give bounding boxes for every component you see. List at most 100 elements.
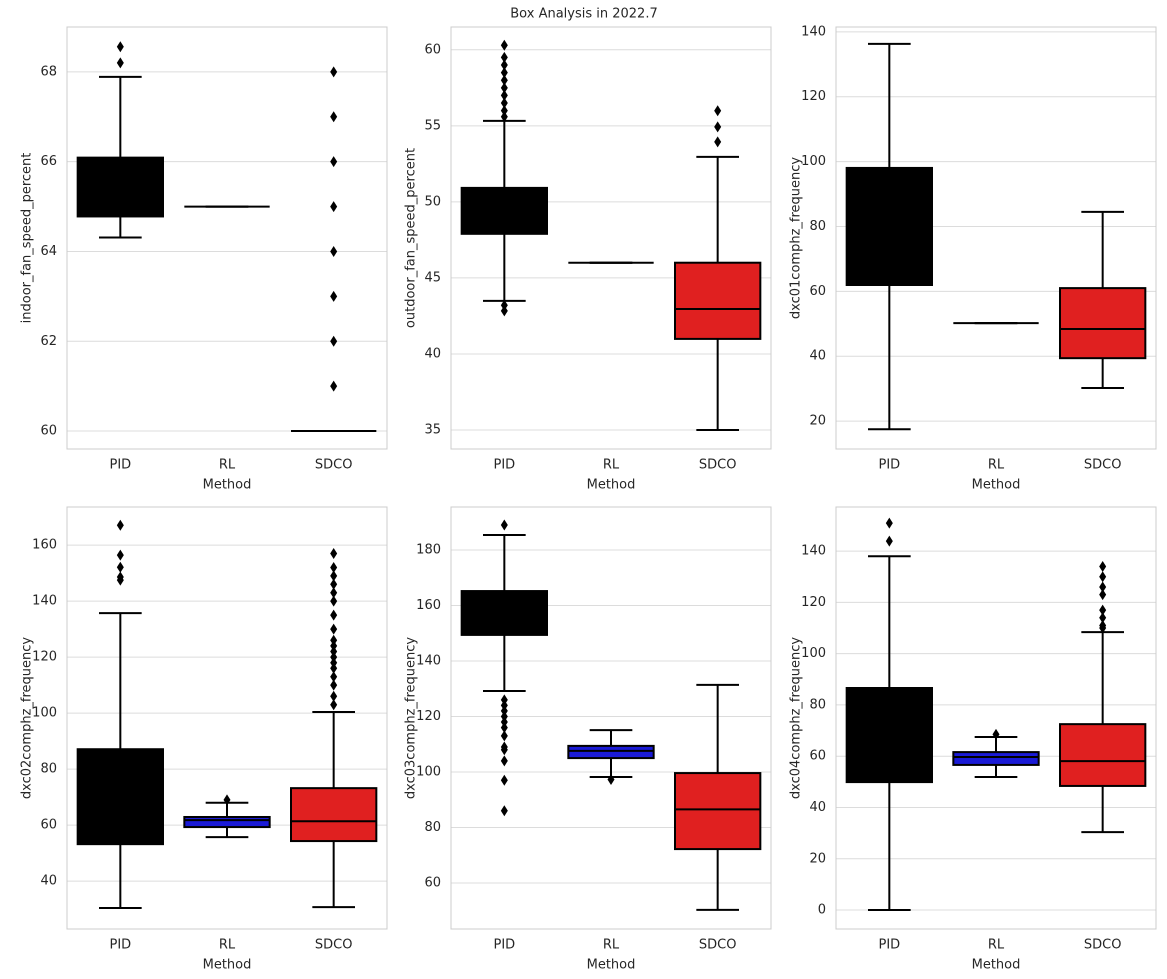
y-tick-label: 60 — [40, 818, 57, 833]
outlier — [714, 121, 722, 133]
y-tick-label: 120 — [801, 89, 826, 104]
outlier — [116, 57, 124, 69]
outlier — [500, 705, 508, 717]
outlier — [992, 728, 1000, 740]
outlier — [330, 671, 338, 683]
y-tick-label: 140 — [416, 653, 441, 668]
outlier — [885, 535, 893, 547]
subplot: 40 60 80 100 120 140 160 dxc02comphz_frequency M… — [20, 506, 388, 973]
box — [1059, 723, 1147, 787]
outlier — [500, 51, 508, 63]
outlier — [1099, 581, 1107, 593]
outlier — [116, 571, 124, 583]
x-axis-label: Method — [203, 478, 252, 493]
outlier — [500, 722, 508, 734]
outlier — [500, 694, 508, 706]
box — [290, 787, 378, 843]
y-tick-label: 80 — [424, 820, 441, 835]
x-tick-label: SDCO — [315, 458, 353, 473]
x-tick-label: PID — [878, 938, 900, 953]
y-tick-label: 60 — [809, 284, 826, 299]
outlier — [500, 519, 508, 531]
outlier — [330, 609, 338, 621]
y-tick-label: 68 — [40, 64, 57, 79]
outlier — [500, 744, 508, 756]
y-tick-label: 120 — [416, 709, 441, 724]
outlier — [500, 755, 508, 767]
x-axis-label: Method — [203, 958, 252, 973]
y-tick-label: 60 — [424, 875, 441, 890]
outlier — [330, 570, 338, 582]
outlier — [1099, 560, 1107, 572]
outlier — [330, 335, 338, 347]
outlier — [330, 662, 338, 674]
outlier — [330, 201, 338, 213]
y-tick-label: 40 — [40, 874, 57, 889]
outlier — [330, 679, 338, 691]
y-tick-label: 160 — [416, 598, 441, 613]
x-axis-label: Method — [972, 958, 1021, 973]
x-tick-label: PID — [878, 458, 900, 473]
y-tick-label: 100 — [801, 646, 826, 661]
outlier — [330, 547, 338, 559]
y-tick-label: 20 — [809, 851, 826, 866]
y-axis-label: dxc04comphz_frequency — [789, 637, 804, 799]
y-tick-label: 140 — [801, 544, 826, 559]
outlier — [330, 657, 338, 669]
x-axis-label: Method — [587, 958, 636, 973]
x-axis-label: Method — [972, 478, 1021, 493]
y-tick-label: 55 — [424, 118, 441, 133]
box — [1059, 287, 1147, 360]
x-tick-label: SDCO — [699, 458, 737, 473]
outlier — [500, 74, 508, 86]
figure-title: Box Analysis in 2022.7 — [510, 7, 657, 22]
outlier — [330, 651, 338, 663]
subplot: 35 40 45 50 55 60 outdoor_fan_speed_percent Met… — [404, 26, 772, 493]
x-tick-label: RL — [603, 458, 620, 473]
outlier — [500, 699, 508, 711]
y-tick-label: 60 — [40, 424, 57, 439]
outlier — [330, 578, 338, 590]
outlier — [714, 105, 722, 117]
y-tick-label: 100 — [32, 706, 57, 721]
outlier — [330, 595, 338, 607]
x-tick-label: SDCO — [1084, 458, 1122, 473]
plot-frame — [450, 506, 772, 930]
box — [674, 772, 762, 851]
x-tick-label: SDCO — [699, 938, 737, 953]
x-tick-label: RL — [219, 458, 236, 473]
x-tick-label: PID — [109, 458, 131, 473]
outlier — [500, 774, 508, 786]
outlier — [330, 623, 338, 635]
y-tick-label: 140 — [32, 594, 57, 609]
y-axis-label: dxc02comphz_frequency — [20, 637, 35, 799]
outlier — [330, 645, 338, 657]
plot-frame — [66, 506, 388, 930]
subplot: 60 62 64 66 68 indoor_fan_speed_percent Method… — [20, 26, 388, 493]
outlier — [500, 89, 508, 101]
outlier — [330, 156, 338, 168]
outlier — [500, 67, 508, 79]
outlier — [116, 561, 124, 573]
y-tick-label: 50 — [424, 194, 441, 209]
y-tick-label: 100 — [416, 764, 441, 779]
outlier — [330, 699, 338, 711]
outlier — [1099, 589, 1107, 601]
y-axis-label: dxc03comphz_frequency — [404, 637, 419, 799]
outlier — [116, 549, 124, 561]
y-tick-label: 80 — [40, 762, 57, 777]
x-tick-label: RL — [988, 458, 1005, 473]
y-tick-label: 60 — [809, 749, 826, 764]
x-tick-label: PID — [109, 938, 131, 953]
y-tick-label: 20 — [809, 414, 826, 429]
plot-frame — [450, 26, 772, 450]
y-tick-label: 120 — [801, 595, 826, 610]
x-tick-label: PID — [493, 938, 515, 953]
y-tick-label: 62 — [40, 334, 57, 349]
box — [76, 156, 164, 218]
outlier — [500, 716, 508, 728]
outlier — [330, 245, 338, 257]
y-tick-label: 160 — [32, 538, 57, 553]
y-tick-label: 35 — [424, 422, 441, 437]
